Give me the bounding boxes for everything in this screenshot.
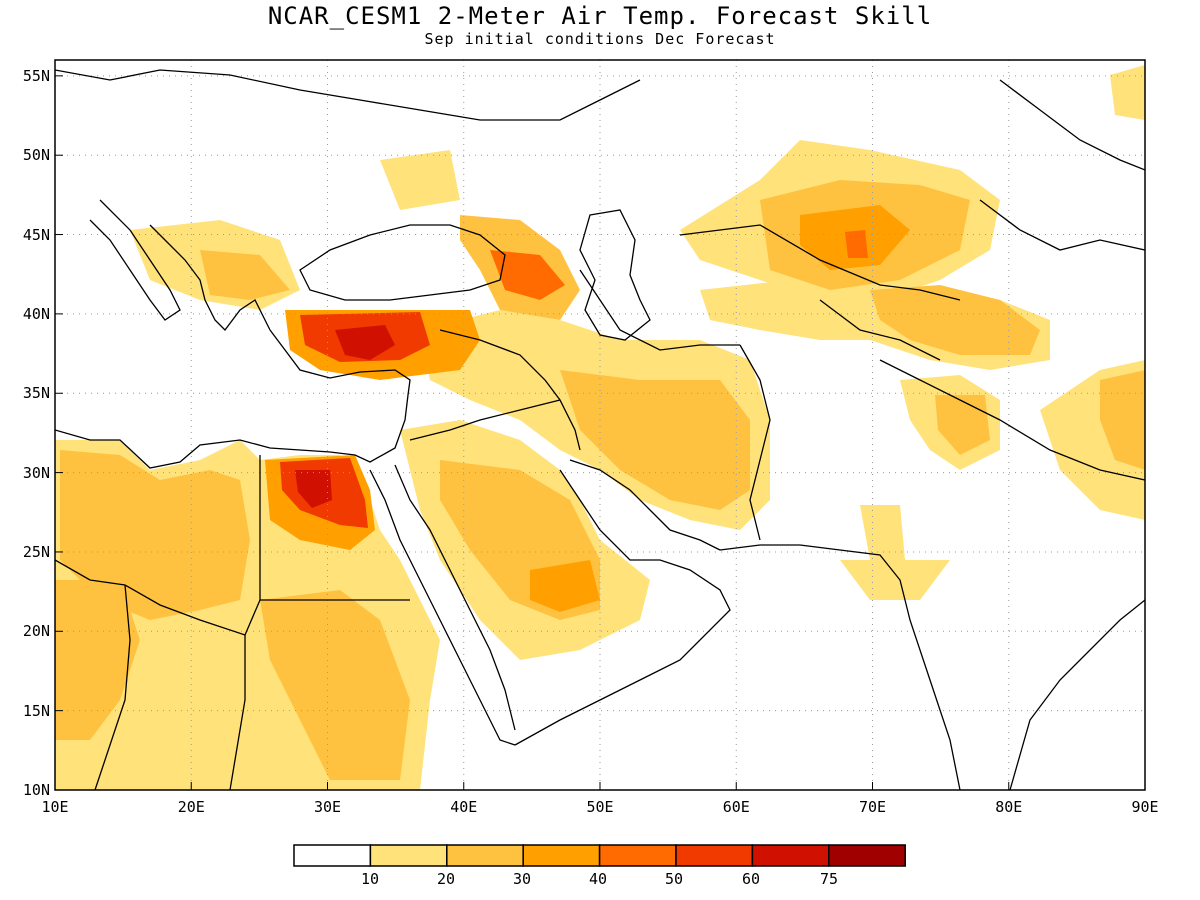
- lon-tick-label: 10E: [41, 798, 68, 816]
- lon-tick-label: 40E: [450, 798, 477, 816]
- coastlines: [55, 69, 1145, 790]
- lat-tick-label: 10N: [23, 781, 50, 799]
- lat-tick-label: 55N: [23, 67, 50, 85]
- shade-ne: [1110, 65, 1145, 120]
- legend-swatch: [598, 844, 677, 867]
- colorbar-legend: 10 20 30 40 50 60 75: [293, 844, 906, 888]
- shade-caucasus-hot: [490, 250, 565, 300]
- lon-tick-label: 80E: [995, 798, 1022, 816]
- shade-ukraine: [380, 150, 460, 210]
- shade-tajik: [870, 285, 1040, 355]
- shade-gujarat: [840, 560, 950, 600]
- legend-label: 10: [361, 870, 379, 888]
- legend-swatch: [751, 844, 830, 867]
- shade-libya-mid: [60, 450, 250, 620]
- shade-egypt-core: [295, 470, 332, 508]
- legend-swatch: [293, 844, 372, 867]
- shade-sudan: [260, 590, 410, 780]
- map-title: NCAR_CESM1 2-Meter Air Temp. Forecast Sk…: [267, 2, 933, 30]
- shade-turkey-core: [335, 325, 395, 360]
- legend-label: 30: [513, 870, 531, 888]
- lon-tick-label: 50E: [586, 798, 613, 816]
- lat-tick-label: 40N: [23, 305, 50, 323]
- legend-label: 60: [742, 870, 760, 888]
- lon-tick-label: 20E: [178, 798, 205, 816]
- shade-kashmir-mid: [935, 395, 990, 455]
- lon-tick-label: 30E: [314, 798, 341, 816]
- legend-label: 20: [437, 870, 455, 888]
- skill-shading: [55, 65, 1145, 790]
- legend-swatch: [675, 844, 754, 867]
- shade-tibet-mid: [1100, 370, 1145, 470]
- lon-axis: 10E 20E 30E 40E 50E 60E 70E 80E 90E: [41, 798, 1158, 816]
- shade-pakistan: [860, 505, 905, 560]
- shade-chad: [55, 580, 140, 740]
- lat-tick-label: 45N: [23, 226, 50, 244]
- lon-tick-label: 90E: [1131, 798, 1158, 816]
- lat-tick-label: 20N: [23, 622, 50, 640]
- shade-kazakh-core: [845, 230, 868, 258]
- lon-tick-label: 60E: [723, 798, 750, 816]
- shade-iran-mid: [560, 370, 750, 510]
- legend-swatch: [522, 844, 601, 867]
- map-subtitle: Sep initial conditions Dec Forecast: [424, 30, 776, 48]
- legend-swatch: [446, 844, 524, 867]
- lat-axis: 10N 15N 20N 25N 30N 35N 40N 45N 50N 55N: [23, 67, 50, 799]
- lat-tick-label: 30N: [23, 464, 50, 482]
- legend-label: 75: [820, 870, 838, 888]
- lat-tick-label: 25N: [23, 543, 50, 561]
- legend-swatch: [369, 844, 448, 867]
- shade-arabia-core: [530, 560, 600, 612]
- legend-label: 40: [589, 870, 607, 888]
- lat-tick-label: 15N: [23, 702, 50, 720]
- legend-swatch: [828, 844, 906, 867]
- lat-tick-label: 35N: [23, 384, 50, 402]
- shade-balkans-mid: [200, 250, 290, 300]
- legend-label: 50: [665, 870, 683, 888]
- lat-tick-label: 50N: [23, 146, 50, 164]
- lon-tick-label: 70E: [859, 798, 886, 816]
